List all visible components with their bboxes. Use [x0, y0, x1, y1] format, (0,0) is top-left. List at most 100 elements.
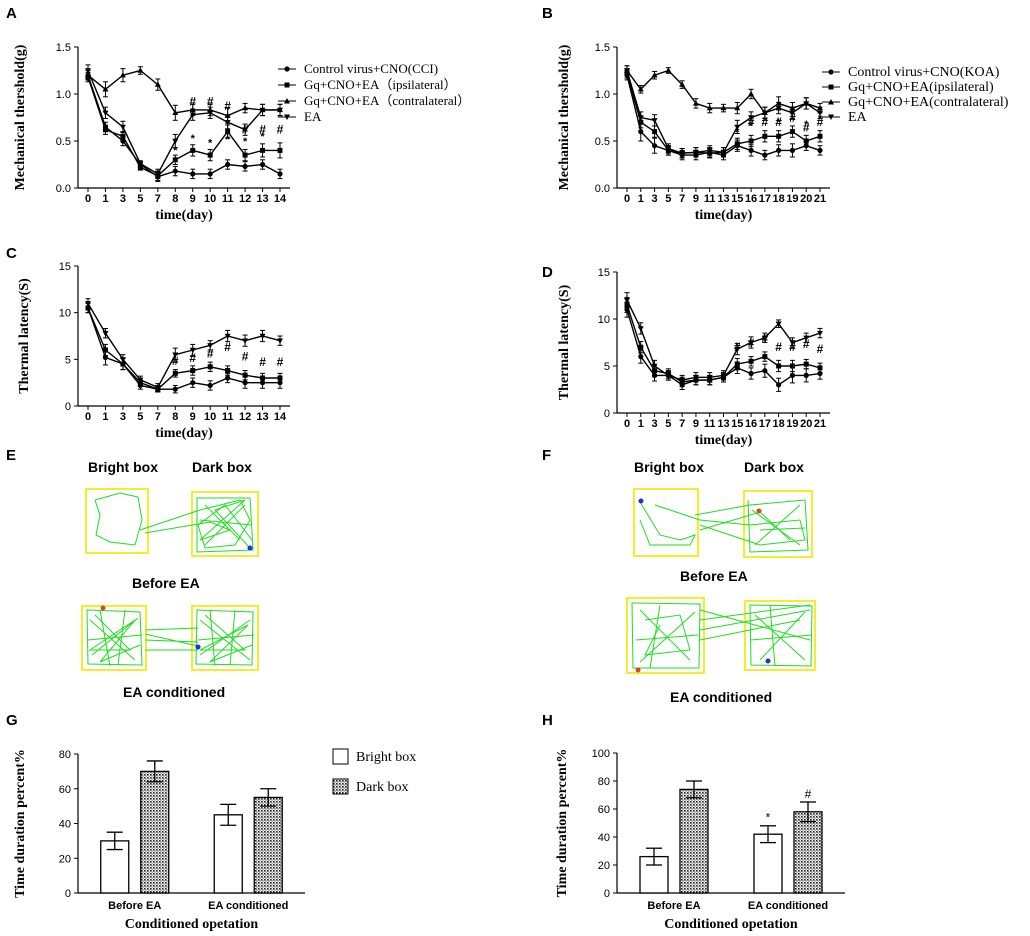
- series-triangle-down: [85, 64, 283, 180]
- panel-label-g: G: [6, 712, 18, 729]
- x-tick-label: 1: [638, 418, 644, 430]
- marker-square: [762, 354, 768, 360]
- start-position-dot: [638, 498, 644, 504]
- marker-triangle-down: [803, 335, 810, 341]
- legend-marker-circle: [284, 66, 290, 72]
- marker-circle: [762, 368, 768, 374]
- marker-triangle-up: [154, 81, 161, 87]
- dark-box-label: Dark box: [744, 459, 804, 475]
- x-axis-label: time(day): [695, 208, 753, 223]
- y-tick-label: 1.5: [595, 42, 610, 54]
- legend-marker-triangle-up: [284, 98, 290, 104]
- marker-circle: [762, 152, 768, 158]
- y-tick-label: 60: [59, 784, 71, 796]
- legend-a: Control virus+CNO(CCI) Gq+CNO+EA（ipsilat…: [278, 61, 470, 124]
- y-tick-label: 0: [604, 888, 610, 900]
- marker-triangle-down: [775, 321, 782, 327]
- marker-circle: [277, 171, 283, 177]
- significance-mark: *: [818, 113, 823, 125]
- x-tick-label: 0: [85, 411, 91, 423]
- x-tick-label: 16: [745, 418, 757, 430]
- y-tick-label: 60: [598, 804, 610, 816]
- marker-circle: [776, 382, 782, 388]
- bar: [793, 811, 823, 894]
- marker-circle: [225, 161, 231, 168]
- y-tick-label: 15: [598, 267, 610, 279]
- marker-square: [277, 375, 283, 381]
- significance-mark: #: [762, 332, 769, 346]
- marker-triangle-up: [692, 100, 699, 106]
- chart-panel-b: 0.0 0.5 1.0 1.5 Mechanical thershold(g) time(…: [557, 42, 830, 223]
- marker-triangle-down: [679, 377, 686, 384]
- marker-triangle-down: [85, 68, 91, 74]
- significance-mark: #: [277, 122, 284, 136]
- marker-triangle-down: [720, 150, 727, 156]
- marker-square: [207, 152, 213, 158]
- marker-square: [172, 157, 178, 163]
- marker-triangle-down: [679, 151, 686, 157]
- x-tick-label: 5: [137, 411, 143, 423]
- x-tick-label: 0: [624, 418, 630, 430]
- y-tick-label: 5: [65, 354, 71, 366]
- legend-swatch-bright: [332, 748, 349, 765]
- marker-square: [789, 129, 795, 135]
- x-tick-label: 13: [717, 193, 729, 205]
- y-tick-label: 15: [59, 261, 71, 273]
- marker-triangle-down: [706, 148, 713, 154]
- significance-mark: #: [224, 99, 231, 113]
- marker-triangle-down: [224, 333, 231, 340]
- x-axis-label: time(day): [695, 433, 753, 448]
- y-axis-label: Thermal latency(S): [17, 278, 32, 394]
- end-position-dot: [756, 508, 762, 514]
- panel-label-c: C: [6, 245, 17, 262]
- series-line: [87, 70, 280, 175]
- bright-box-outline: [633, 488, 699, 557]
- marker-triangle-down: [761, 110, 768, 116]
- marker-triangle-up: [734, 104, 741, 111]
- marker-triangle-down: [242, 338, 249, 344]
- mouse-track: [86, 609, 255, 667]
- marker-triangle-down: [817, 110, 823, 116]
- marker-square: [190, 368, 196, 374]
- marker-triangle-down: [207, 343, 214, 349]
- panel-label-f: F: [542, 447, 551, 464]
- marker-square: [277, 147, 283, 153]
- marker-triangle-down: [224, 120, 231, 126]
- marker-circle: [638, 129, 644, 135]
- marker-square: [102, 127, 108, 133]
- marker-square: [102, 347, 108, 353]
- x-tick-label: 13: [256, 193, 268, 205]
- marker-triangle-down: [665, 146, 672, 152]
- marker-triangle-down: [172, 138, 179, 145]
- significance-mark: *: [763, 115, 768, 127]
- x-tick-label: 11: [704, 193, 716, 205]
- y-axis-label: Mechanical thershold(g): [13, 44, 28, 190]
- marker-square: [762, 133, 768, 139]
- dark-box-label: Dark box: [192, 459, 252, 475]
- marker-triangle-down: [748, 115, 755, 121]
- y-tick-label: 1.0: [595, 89, 610, 101]
- marker-square: [748, 138, 754, 144]
- significance-mark: *: [790, 106, 795, 118]
- significance-mark: #: [172, 354, 179, 368]
- y-tick-label: 0: [65, 401, 71, 413]
- marker-triangle-down: [242, 127, 249, 133]
- x-tick-label: 15: [731, 193, 743, 205]
- significance-mark: #: [242, 349, 249, 363]
- significance-mark: #: [817, 115, 824, 129]
- significance-mark: *: [208, 138, 213, 150]
- marker-triangle-down: [172, 352, 179, 358]
- marker-triangle-down: [119, 124, 126, 131]
- x-tick-label: 3: [652, 418, 658, 430]
- panel-label-e: E: [6, 447, 16, 464]
- significance-mark: *: [191, 133, 196, 145]
- marker-triangle-down: [651, 363, 658, 370]
- marker-circle: [172, 386, 178, 392]
- bar: [140, 770, 170, 894]
- significance-mark: #: [775, 115, 782, 129]
- marker-circle: [242, 163, 248, 169]
- bar: [679, 788, 709, 894]
- marker-circle: [242, 380, 248, 386]
- significance-mark: *: [777, 117, 782, 129]
